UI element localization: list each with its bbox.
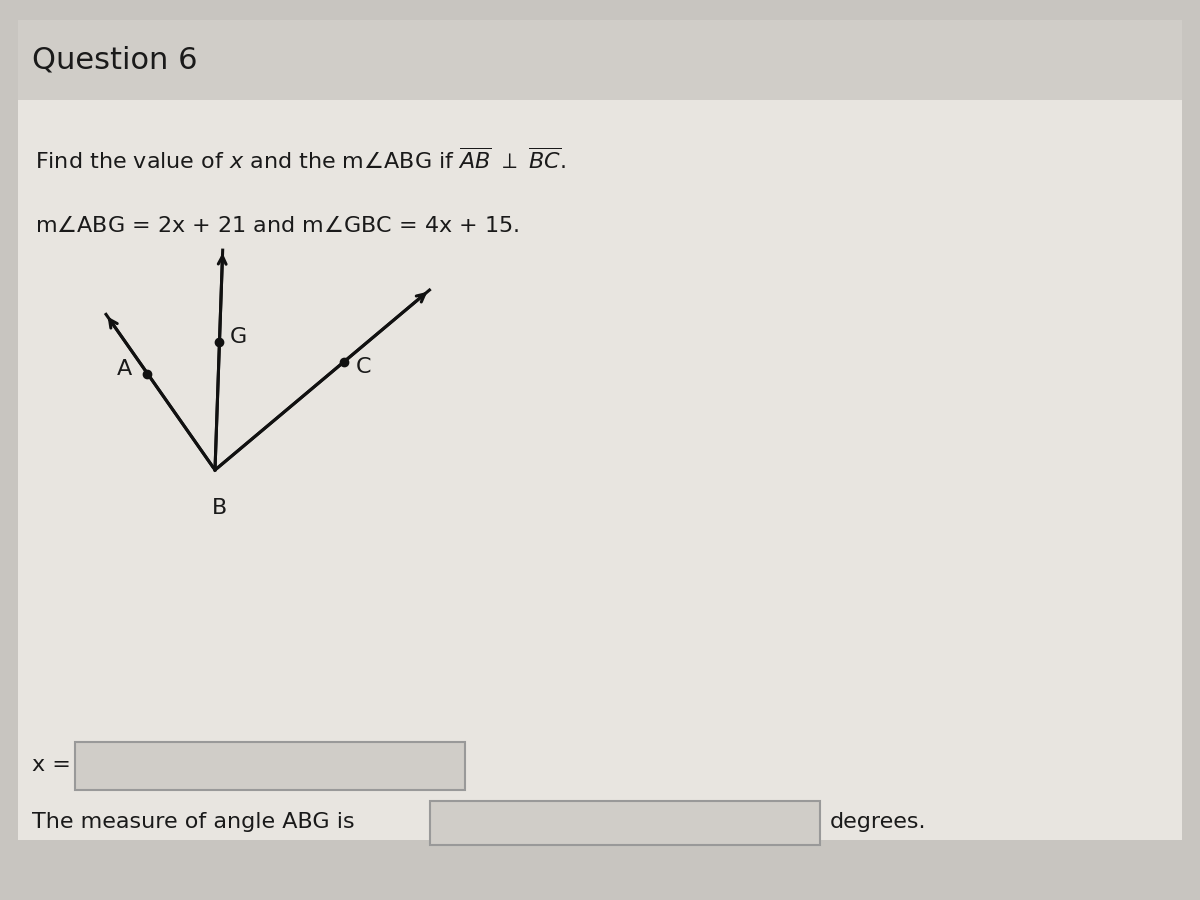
- Text: m$\angle$ABG = 2x + 21 and m$\angle$GBC = 4x + 15.: m$\angle$ABG = 2x + 21 and m$\angle$GBC …: [35, 214, 520, 236]
- FancyBboxPatch shape: [18, 20, 1182, 100]
- FancyBboxPatch shape: [430, 801, 820, 845]
- Text: G: G: [229, 328, 247, 347]
- Text: B: B: [212, 498, 228, 518]
- Text: degrees.: degrees.: [830, 812, 926, 832]
- Text: A: A: [118, 358, 132, 379]
- Text: The measure of angle ABG is: The measure of angle ABG is: [32, 812, 355, 832]
- Text: x =: x =: [32, 755, 71, 775]
- Text: Question 6: Question 6: [32, 46, 198, 75]
- FancyBboxPatch shape: [18, 20, 1182, 840]
- Text: Find the value of $x$ and the m$\angle$ABG if $\overline{AB}$ $\perp$ $\overline: Find the value of $x$ and the m$\angle$A…: [35, 148, 565, 173]
- Text: C: C: [355, 357, 371, 377]
- FancyBboxPatch shape: [74, 742, 466, 790]
